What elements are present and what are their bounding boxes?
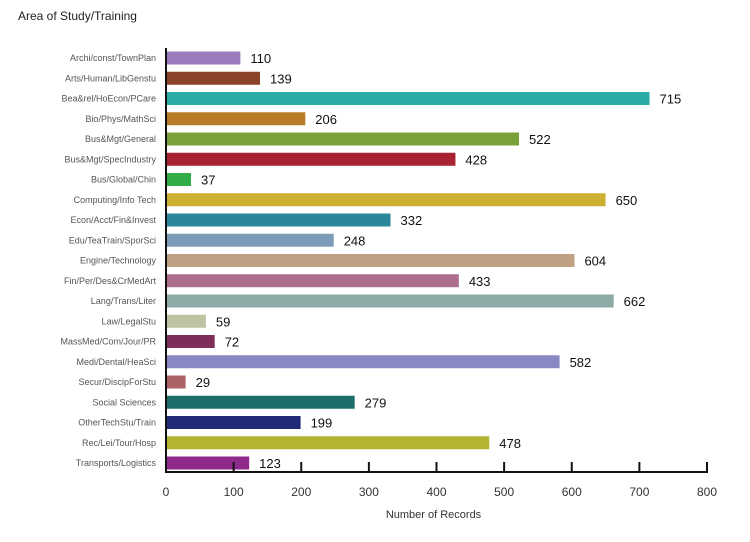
value-label: 206 <box>315 112 337 127</box>
bar <box>167 213 391 227</box>
category-label: Arts/Human/LibGenstu <box>65 73 156 83</box>
bar <box>167 71 260 85</box>
x-tick-label: 800 <box>697 485 717 499</box>
bar <box>167 375 186 389</box>
value-label: 650 <box>616 193 638 208</box>
bar <box>167 51 241 65</box>
x-tick-label: 400 <box>426 485 446 499</box>
category-label: Bus&Mgt/General <box>85 134 156 144</box>
bar <box>167 355 560 369</box>
category-label: Bus/Global/Chin <box>91 175 156 185</box>
bar <box>167 395 355 409</box>
category-label: Medi/Dental/HeaSci <box>76 357 156 367</box>
x-tick-label: 300 <box>359 485 379 499</box>
value-label: 139 <box>270 71 292 86</box>
value-label: 433 <box>469 274 491 289</box>
x-tick-labels: 0 100 200 300 400 500 600 700 800 <box>163 485 718 499</box>
bar <box>167 314 206 328</box>
category-label: MassMed/Com/Jour/PR <box>60 337 156 347</box>
category-label: OtherTechStu/Train <box>78 418 156 428</box>
category-label: Bea&rel/HoEcon/PCare <box>61 94 156 104</box>
bar <box>167 92 650 105</box>
bar <box>167 456 250 470</box>
bar <box>167 254 575 267</box>
x-ticks <box>232 462 708 472</box>
bar <box>167 193 606 207</box>
bar <box>167 294 614 308</box>
category-label: Bus&Mgt/SpecIndustry <box>64 154 156 164</box>
value-label: 59 <box>216 314 230 329</box>
category-label: Bio/Phys/MathSci <box>85 114 156 124</box>
category-label: Fin/Per/Des&CrMedArt <box>64 276 157 286</box>
category-label: Transports/Logistics <box>76 458 157 468</box>
value-label: 662 <box>624 294 646 309</box>
category-label: Edu/TeaTrain/SporSci <box>69 235 156 245</box>
value-label: 29 <box>196 375 210 390</box>
category-label: Rec/Lei/Tour/Hosp <box>82 438 156 448</box>
value-label: 715 <box>660 92 682 107</box>
value-label: 604 <box>584 254 606 269</box>
bar <box>167 132 520 146</box>
value-label: 37 <box>201 173 215 188</box>
value-label: 199 <box>311 416 333 431</box>
x-tick-label: 100 <box>224 485 244 499</box>
value-label: 248 <box>344 233 366 248</box>
bar <box>167 152 456 166</box>
bar <box>167 274 459 288</box>
category-label: Social Sciences <box>92 397 156 407</box>
value-label: 110 <box>250 51 271 66</box>
category-label: Econ/Acct/Fin&Invest <box>70 215 156 225</box>
x-tick-label: 0 <box>163 485 170 499</box>
value-labels: 110 139 715 206 522 428 37 650 332 248 604 433 662 59… <box>196 51 682 471</box>
value-label: 522 <box>529 132 551 147</box>
bar <box>167 416 301 429</box>
value-label: 332 <box>401 213 423 228</box>
category-label: Archi/const/TownPlan <box>70 53 156 63</box>
value-label: 582 <box>570 355 592 370</box>
value-label: 478 <box>499 436 521 451</box>
category-label: Secur/DiscipForStu <box>78 377 156 387</box>
x-tick-label: 200 <box>291 485 311 499</box>
category-label: Lang/Trans/Liter <box>91 296 156 306</box>
value-label: 72 <box>225 335 239 350</box>
category-label: Law/LegalStu <box>101 316 156 326</box>
bars-group <box>167 51 650 470</box>
x-tick-label: 500 <box>494 485 514 499</box>
x-axis-title: Number of Records <box>386 509 482 521</box>
value-label: 279 <box>365 395 387 410</box>
x-tick-label: 600 <box>562 485 582 499</box>
category-labels: Archi/const/TownPlan Arts/Human/LibGenstu… <box>60 53 156 468</box>
bar <box>167 233 334 247</box>
category-label: Engine/Technology <box>80 256 157 266</box>
bar <box>167 112 306 126</box>
bar <box>167 173 192 186</box>
bar <box>167 335 215 348</box>
x-tick-label: 700 <box>629 485 649 499</box>
category-label: Computing/Info Tech <box>74 195 156 205</box>
bar <box>167 436 490 450</box>
value-label: 428 <box>465 152 487 167</box>
chart-title: Area of Study/Training <box>18 9 137 23</box>
value-label: 123 <box>259 456 281 471</box>
